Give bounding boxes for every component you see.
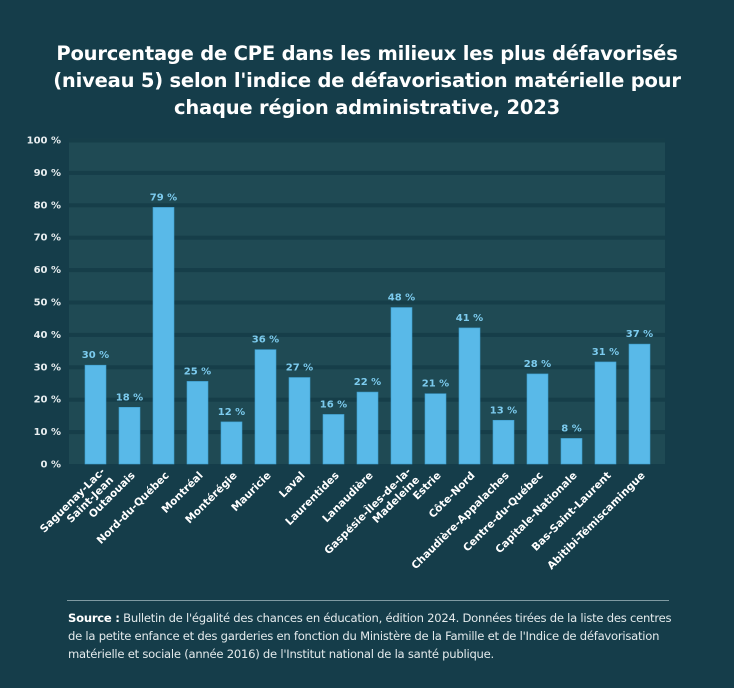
bar [390,307,413,465]
bar [186,381,209,465]
data-label: 30 % [82,350,109,361]
bar [424,393,447,465]
bar [526,373,549,465]
y-axis: 0 % 10 % 20 % 30 % 40 % 50 % 60 % 70 % 80 % 90 % 1… [27,136,61,471]
data-label: 21 % [422,379,449,390]
bar [220,421,243,465]
bar [152,207,175,465]
chart-title-line-3: chaque région administrative, 2023 [173,96,560,119]
bars [84,207,651,465]
source-label: Source : [68,611,120,625]
bar [492,419,515,465]
chart-title: Pourcentage de CPE dans les milieux les … [0,40,734,121]
data-label: 37 % [626,329,653,340]
bar [458,327,481,465]
grid-line [69,138,665,143]
bar [356,391,379,465]
y-tick-label: 100 % [27,136,61,147]
bar [84,364,107,465]
grid-line [69,235,665,240]
y-tick-label: 90 % [34,168,61,179]
grid-line [69,332,665,337]
data-label: 27 % [286,362,313,373]
bar [322,414,345,465]
chart-title-line-2: (niveau 5) selon l'indice de défavorisat… [53,69,681,92]
data-label: 36 % [252,335,279,346]
y-tick-label: 20 % [34,395,61,406]
y-tick-label: 60 % [34,265,61,276]
data-label: 48 % [388,293,415,304]
data-labels: 30 % 18 % 79 % 25 % 12 % 36 % 27 % 16 % 22 % 48 %… [82,192,653,434]
grid-line [69,268,665,273]
grid-line [69,203,665,208]
data-label: 41 % [456,313,483,324]
x-tick-label-line: Laval [277,470,308,501]
bar-chart: 0 % 10 % 20 % 30 % 40 % 50 % 60 % 70 % 80 % 90 % 1… [27,136,665,572]
data-label: 16 % [320,399,347,410]
source-text: Bulletin de l'égalité des chances en édu… [68,611,672,661]
data-label: 22 % [354,377,381,388]
grid-line [69,300,665,305]
y-tick-label: 40 % [34,330,61,341]
data-label: 28 % [524,359,551,370]
data-label: 18 % [116,392,143,403]
y-tick-label: 0 % [41,460,61,471]
data-label: 12 % [218,407,245,418]
chart-title-line-1: Pourcentage de CPE dans les milieux les … [56,42,678,65]
bar [628,343,651,465]
bar [288,377,311,465]
x-axis: Saguenay-Lac-Saint-JeanOutaouaisNord-du-… [38,465,648,572]
y-tick-label: 70 % [34,233,61,244]
grid-line [69,170,665,175]
data-label: 79 % [150,192,177,203]
y-tick-label: 10 % [34,427,61,438]
data-label: 8 % [561,423,581,434]
bar [118,406,141,465]
grid-line [69,365,665,370]
y-tick-label: 80 % [34,200,61,211]
data-label: 13 % [490,405,517,416]
bar [254,349,277,465]
data-label: 25 % [184,366,211,377]
x-tick-label: Laval [277,470,308,501]
y-tick-label: 50 % [34,298,61,309]
y-tick-label: 30 % [34,362,61,373]
bar [560,438,583,465]
source-divider [67,600,669,601]
data-label: 31 % [592,347,619,358]
bar [594,361,617,465]
source-note: Source : Bulletin de l'égalité des chanc… [68,609,678,663]
